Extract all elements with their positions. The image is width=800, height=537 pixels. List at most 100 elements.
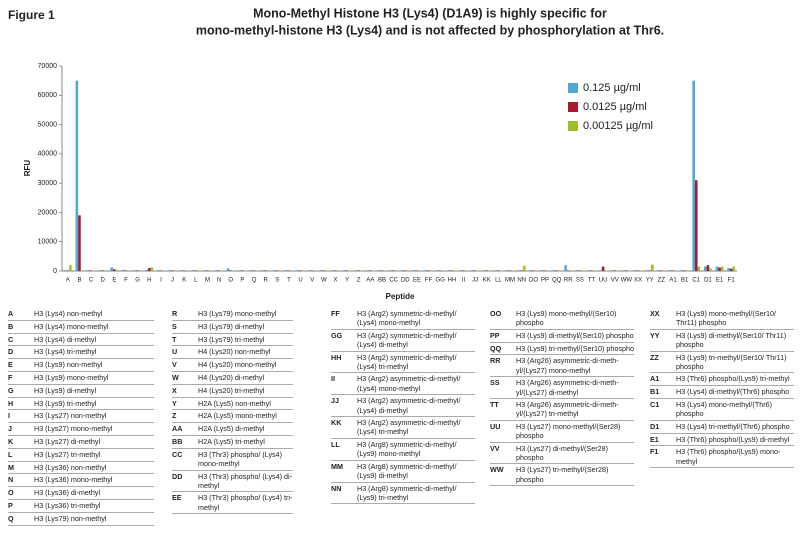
key-code: QQ [490, 343, 502, 353]
bar [354, 270, 358, 271]
key-description: H3 (Lys9) tri-methyl/(Ser10) phospho [516, 343, 634, 353]
key-description: H3 (Lys27) tri-methyl/(Ser28) phospho [516, 465, 609, 484]
x-tick-label: RR [564, 278, 573, 284]
bar [590, 270, 593, 271]
key-column: XX H3 (Lys9) mono-methyl/(Ser10/ Thr11) p… [650, 308, 794, 469]
bar [555, 270, 558, 271]
bar [266, 270, 270, 271]
key-entry: VV H3 (Lys27) di-methyl/(Ser28) phospho [490, 443, 634, 465]
bar [89, 270, 93, 271]
key-description: H3 (Arg8) symmetric-di-methyl/ (Lys9) mo… [357, 439, 457, 459]
key-description: H3 (Arg2) asymmetric-di-methyl/ (Lys4) m… [357, 374, 461, 393]
key-entry: C1 H3 (Lys4) mono-methyl/(Thr6) phospho [650, 399, 794, 421]
x-tick-label: W [321, 278, 327, 284]
bar [191, 270, 195, 271]
key-code: Y [172, 398, 177, 408]
key-code: C1 [650, 400, 660, 410]
x-tick-label: XX [634, 278, 642, 284]
key-entry: X H4 (Lys20) tri-methyl [172, 385, 293, 398]
key-entry: FF H3 (Arg2) symmetric-di-methyl/ (Lys4) … [331, 308, 475, 330]
bar [113, 269, 116, 271]
key-entry: J H3 (Lys27) mono-methyl [8, 423, 154, 436]
x-tick-label: A [66, 278, 70, 284]
key-entry: LL H3 (Arg8) symmetric-di-methyl/ (Lys9) … [331, 439, 475, 461]
bar [334, 270, 337, 271]
bar [220, 270, 224, 271]
y-tick-label: 0 [53, 268, 57, 275]
key-code: HH [331, 352, 342, 362]
bar [229, 270, 233, 271]
bar [159, 270, 163, 271]
bar [171, 270, 174, 271]
key-entry: T H3 (Lys79) tri-methyl [172, 334, 293, 347]
bar [325, 270, 328, 271]
bar [182, 270, 186, 271]
key-description: H3 (Lys27) di-methyl/(Ser28) phospho [516, 443, 609, 463]
x-tick-label: D1 [704, 278, 712, 284]
bar [343, 270, 346, 271]
bar [694, 180, 698, 271]
bar [494, 270, 498, 271]
key-code: GG [331, 330, 343, 340]
bar [453, 270, 456, 271]
key-entry: BB H2A (Lys5) tri-methyl [172, 436, 293, 449]
x-tick-label: A1 [669, 278, 677, 284]
bar [378, 270, 381, 271]
key-description: H4 (Lys20) tri-methyl [198, 385, 265, 395]
key-code: O [8, 488, 14, 498]
key-description: H3 (Lys79) di-methyl [198, 321, 265, 331]
bar [610, 270, 614, 271]
bar [651, 264, 654, 271]
bar [625, 270, 628, 271]
bar [290, 270, 293, 271]
bar [601, 266, 605, 271]
bar [706, 265, 710, 271]
key-entry: I H3 (Lys27) non-methyl [8, 410, 154, 424]
key-description: H3 (Lys9) tri-methyl/(Ser10/ Thr11) phos… [676, 352, 787, 372]
key-description: H3 (Lys4) di-methyl [34, 334, 97, 344]
bar [75, 80, 79, 272]
key-code: B [8, 321, 14, 331]
key-code: Z [172, 411, 177, 421]
key-code: UU [490, 421, 501, 431]
bar [532, 270, 535, 271]
bar [552, 270, 556, 271]
x-tick-label: NN [517, 278, 526, 284]
key-entry: P H3 (Lys36) tri-methyl [8, 500, 154, 513]
bar [252, 270, 256, 271]
key-entry: N H3 (Lys36) mono-methyl [8, 474, 154, 488]
bar [508, 270, 512, 271]
bar [296, 270, 300, 271]
bar [180, 270, 183, 271]
x-tick-label: MM [505, 278, 515, 284]
x-tick-label: TT [588, 278, 596, 284]
key-entry: E1 H3 (Thr6) phospho/(Lys9) di-methyl [650, 434, 794, 447]
bar [250, 270, 253, 271]
bar [692, 80, 695, 272]
bar [287, 270, 291, 271]
bar [264, 270, 267, 271]
key-description: H3 (Lys9) tri-methyl [34, 398, 97, 408]
key-entry: Q H3 (Lys79) non-methyl [8, 513, 154, 526]
key-code: DD [172, 471, 183, 481]
x-tick-label: DD [401, 278, 410, 284]
key-code: A1 [650, 374, 660, 384]
bar [162, 270, 165, 271]
bar [122, 269, 125, 271]
key-entry: H H3 (Lys9) tri-methyl [8, 398, 154, 411]
bar [345, 270, 349, 271]
key-code: R [172, 309, 178, 318]
key-description: H3 (Lys79) tri-methyl [198, 334, 265, 344]
bar [447, 270, 451, 271]
bar [476, 270, 480, 271]
bar [406, 270, 410, 271]
bar [308, 270, 311, 271]
legend-swatch [568, 102, 578, 112]
chart-title: mono-methyl-histone H3 (Lys4) and is not… [196, 23, 664, 37]
y-tick-label: 50000 [38, 121, 58, 128]
key-entry: F1 H3 (Thr6) phospho/(Lys9) mono-methyl [650, 446, 794, 469]
key-entry: U H4 (Lys20) non-methyl [172, 346, 293, 360]
x-tick-label: N [217, 278, 221, 284]
x-tick-label: L [194, 278, 198, 284]
key-entry: NN H3 (Arg8) symmetric-di-methyl/ (Lys9) … [331, 483, 475, 505]
